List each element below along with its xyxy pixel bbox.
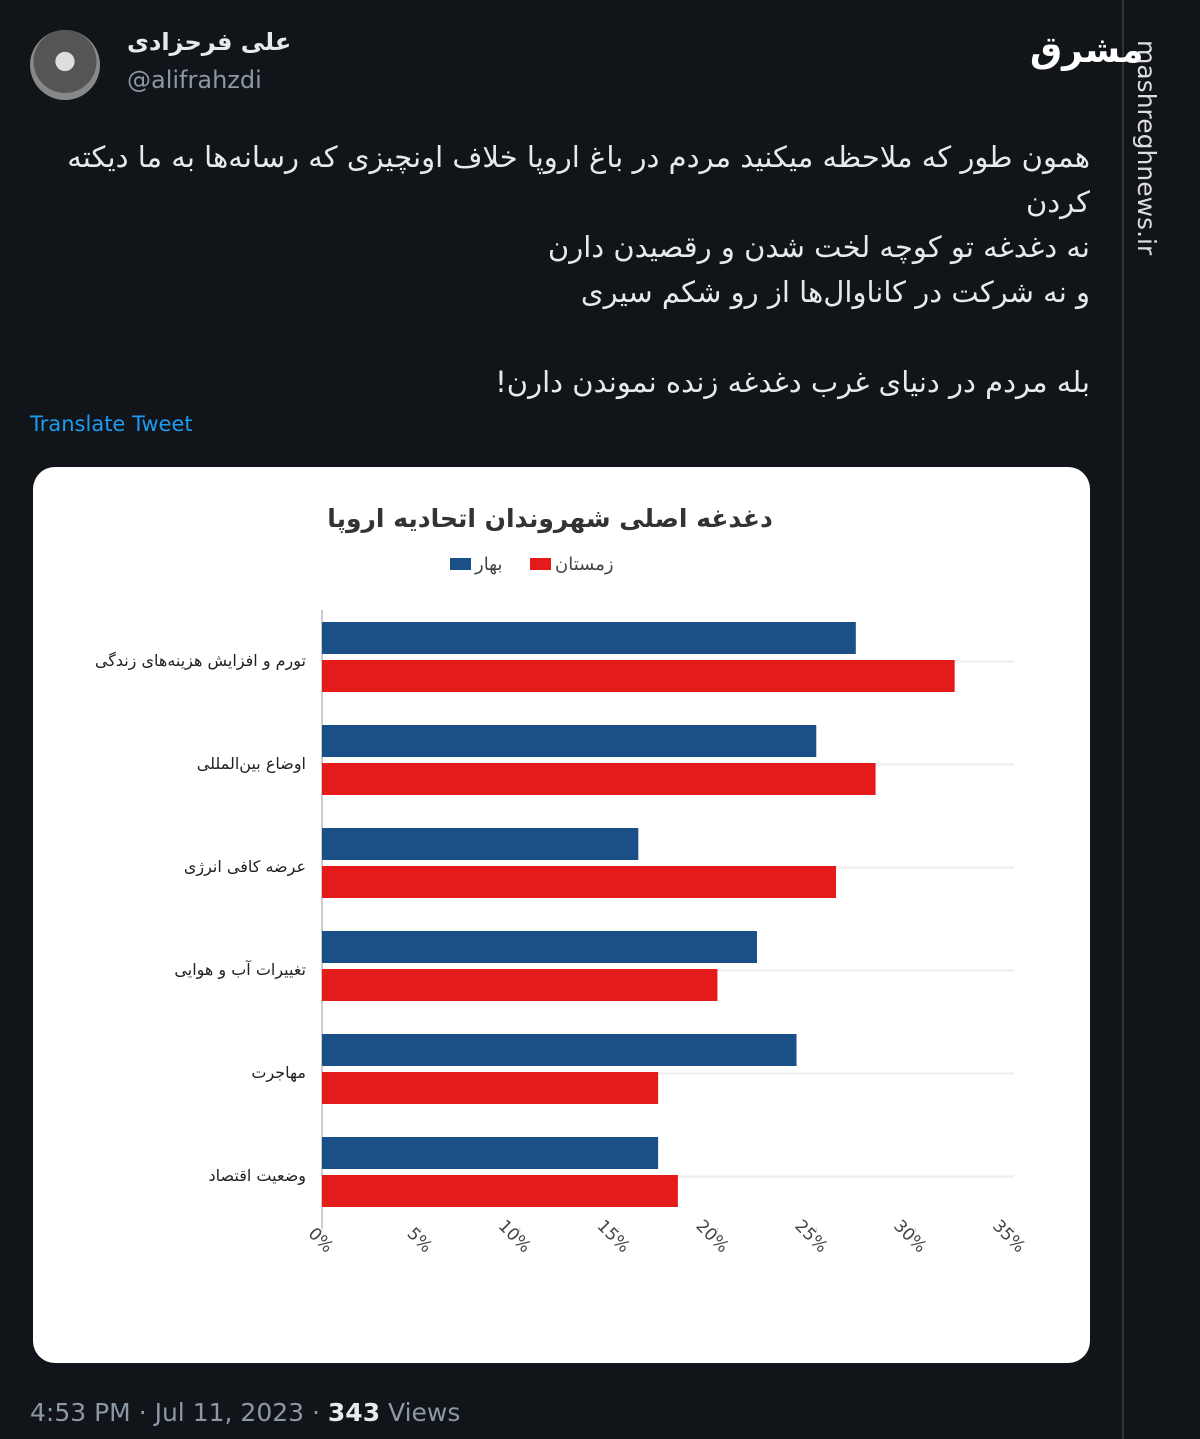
- x-tick-label: 30%: [889, 1216, 930, 1257]
- watermark-logo: مشرق: [1030, 30, 1144, 71]
- category-label: مهاجرت: [251, 1063, 306, 1083]
- chart-title: دغدغه اصلی شهروندان اتحادیه اروپا: [327, 504, 773, 534]
- bar: [322, 1072, 659, 1104]
- avatar[interactable]: [30, 30, 100, 100]
- x-tick-label: 20%: [692, 1216, 733, 1257]
- legend-label: بهار: [474, 554, 502, 575]
- x-tick-label: 5%: [403, 1224, 436, 1257]
- bar: [322, 725, 817, 757]
- x-tick-label: 35%: [988, 1216, 1029, 1257]
- bar: [322, 1034, 797, 1066]
- views-label: Views: [388, 1398, 461, 1427]
- bar: [322, 660, 955, 692]
- bar: [322, 931, 757, 963]
- chart: دغدغه اصلی شهروندان اتحادیه اروپا 0% 5% 10…: [95, 504, 1029, 1257]
- bar: [322, 622, 856, 654]
- x-tick-label: 25%: [790, 1216, 831, 1257]
- x-tick-label: 15%: [593, 1216, 634, 1257]
- watermark: mashreghnews.ir: [1132, 40, 1161, 256]
- tweet-line: همون طور که ملاحظه میکنید مردم در باغ ار…: [67, 140, 1090, 219]
- legend-label: زمستان: [555, 554, 614, 575]
- separator: ·: [312, 1398, 320, 1427]
- author-handle[interactable]: @alifrahzdi: [127, 66, 262, 94]
- category-label: عرضه کافی انرژی: [184, 857, 306, 877]
- category-label: اوضاع بین‌المللی: [197, 754, 306, 774]
- bar: [322, 763, 876, 795]
- separator: ·: [138, 1398, 147, 1427]
- legend-swatch: [450, 558, 471, 570]
- tweet-line: نه دغدغه تو کوچه لخت شدن و رقصیدن دارن: [547, 230, 1090, 264]
- watermark-site: mashreghnews.ir: [1132, 40, 1161, 256]
- author-name[interactable]: علی فرحزادی: [127, 28, 292, 56]
- bar: [322, 828, 639, 860]
- bar: [322, 866, 837, 898]
- category-label: تغییرات آب و هوایی: [174, 960, 306, 980]
- chart-card: دغدغه اصلی شهروندان اتحادیه اروپا 0% 5% 10…: [33, 467, 1090, 1363]
- x-tick-label: 0%: [304, 1224, 337, 1257]
- tweet-line: بله مردم در دنیای غرب دغدغه زنده نموندن …: [495, 365, 1090, 399]
- date: Jul 11, 2023: [154, 1398, 305, 1427]
- views-count: 343: [327, 1398, 381, 1427]
- bar: [322, 1137, 659, 1169]
- legend-swatch: [530, 558, 551, 570]
- category-label: وضعیت اقتصاد: [209, 1166, 306, 1186]
- time: 4:53 PM: [30, 1398, 131, 1427]
- x-tick-label: 10%: [494, 1216, 535, 1257]
- column-border: [1122, 0, 1124, 1439]
- bar: [322, 1175, 678, 1207]
- tweet-meta: 4:53 PM · Jul 11, 2023 · 343 Views: [30, 1398, 460, 1427]
- tweet-line: و نه شرکت در کاناوال‌ها از رو شکم سیری: [580, 275, 1090, 309]
- translate-link[interactable]: Translate Tweet: [30, 412, 193, 436]
- bar: [322, 969, 718, 1001]
- tweet-text: همون طور که ملاحظه میکنید مردم در باغ ار…: [55, 135, 1090, 405]
- category-label: تورم و افزایش هزینه‌های زندگی: [95, 651, 306, 671]
